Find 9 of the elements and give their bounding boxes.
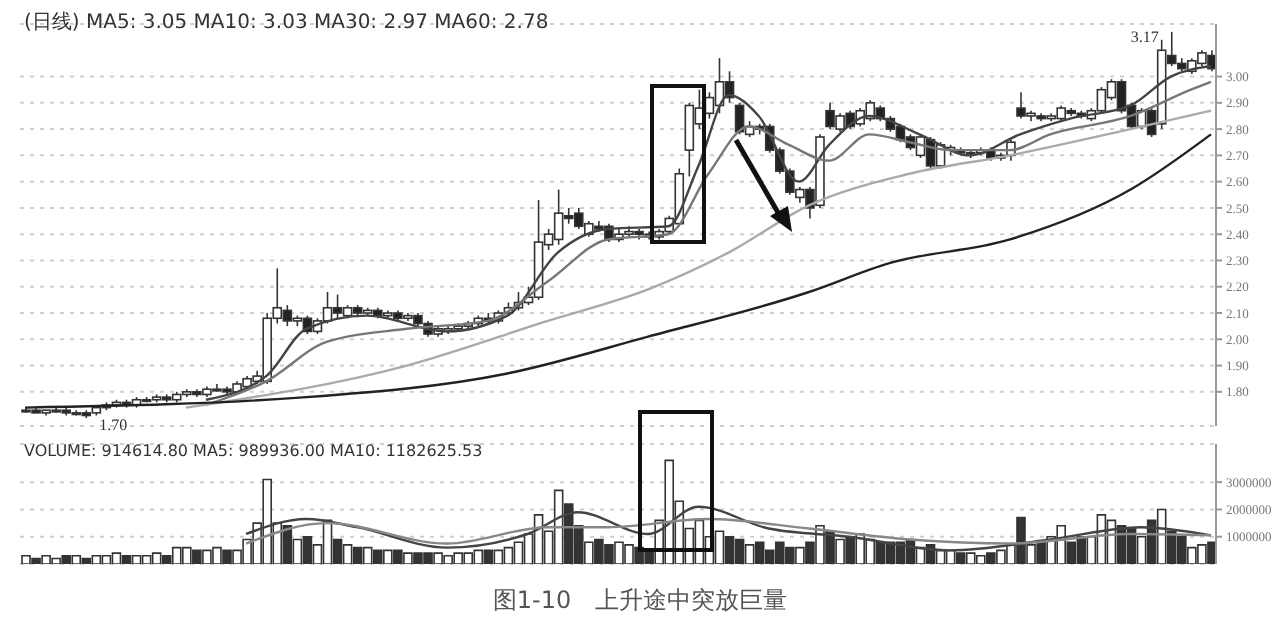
line-series — [23, 133, 1213, 409]
caption: 图1-10 上升途中突放巨量 — [490, 584, 790, 618]
annotation: (日线) MA5: 3.05 MA10: 3.03 MA30: 2.97 MA60: 2.78 — [24, 9, 549, 36]
annotation: 1.70 — [99, 415, 128, 434]
annotation: 3.17 — [1130, 27, 1159, 46]
annotation: VOLUME: 914614.80 MA5: 989936.00 MA10: 1182625.53 — [24, 442, 483, 460]
line-series — [244, 517, 1213, 545]
candlestick — [684, 102, 695, 178]
line-series — [244, 505, 1213, 552]
